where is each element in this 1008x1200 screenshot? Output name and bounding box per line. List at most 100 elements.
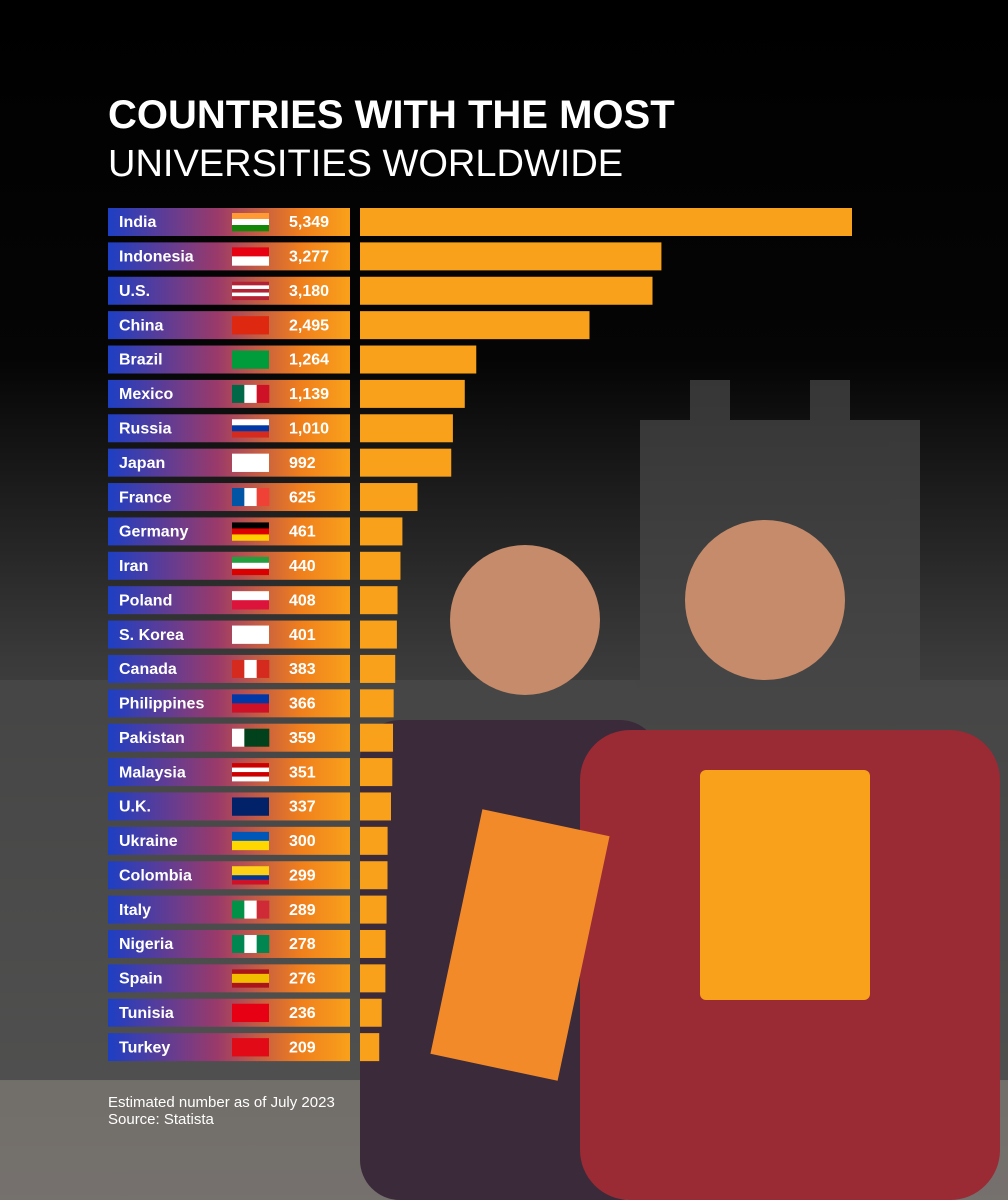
value-label: 408 [289, 592, 316, 609]
flag-stripe [232, 534, 269, 541]
bar [360, 242, 662, 271]
bar [360, 895, 387, 924]
category-label: Pakistan [119, 730, 185, 747]
label-box [108, 1033, 350, 1062]
flag-stripe [232, 292, 269, 297]
flag-stripe [232, 866, 269, 872]
label-box [108, 861, 350, 890]
flag-stripe [244, 488, 257, 507]
bar [360, 654, 396, 683]
flag [232, 1003, 269, 1023]
bar [360, 379, 465, 408]
label-box [108, 551, 350, 580]
flag [232, 591, 269, 610]
bar [360, 620, 397, 649]
value-label: 383 [289, 661, 316, 678]
flag [232, 831, 269, 851]
value-label: 209 [289, 1039, 316, 1056]
flag-stripe [232, 776, 269, 782]
flag-stripe [232, 978, 269, 984]
value-label: 236 [289, 1005, 316, 1022]
flag-stripe [232, 1003, 269, 1023]
label-box [108, 379, 350, 408]
flag [232, 522, 269, 541]
flag [232, 247, 269, 266]
flag-stripe [232, 453, 269, 472]
flag [232, 763, 269, 782]
value-label: 337 [289, 799, 316, 816]
flag-stripe [232, 625, 269, 644]
label-box [108, 654, 350, 683]
flag-stripe [232, 728, 245, 747]
category-label: India [119, 214, 156, 231]
category-label: Philippines [119, 696, 204, 713]
label-box [108, 792, 350, 821]
flag-stripe [232, 568, 269, 576]
value-label: 992 [289, 455, 316, 472]
chart-title: COUNTRIES WITH THE MOST [108, 93, 675, 137]
flag-stripe [232, 488, 245, 507]
bar [360, 345, 477, 374]
flag-stripe [232, 703, 269, 713]
value-label: 366 [289, 696, 316, 713]
label-box [108, 826, 350, 855]
flag-stripe [232, 350, 269, 369]
category-label: France [119, 489, 172, 506]
label-box [108, 311, 350, 340]
label-box [108, 689, 350, 718]
note: Estimated number as of July 2023 [108, 1094, 335, 1111]
value-label: 1,139 [289, 386, 329, 403]
flag-stripe [256, 934, 270, 953]
value-label: 3,180 [289, 283, 329, 300]
flag [232, 316, 269, 335]
flag [232, 728, 270, 747]
flag [232, 934, 270, 953]
flag [232, 1038, 269, 1057]
label-box [108, 758, 350, 787]
source: Source: Statista [108, 1111, 215, 1128]
category-label: Brazil [119, 352, 163, 369]
bar [360, 998, 382, 1027]
bar [360, 792, 391, 821]
flag-stripe [256, 384, 270, 403]
bar [360, 689, 394, 718]
flag-stripe [256, 488, 270, 507]
category-label: Poland [119, 592, 172, 609]
flag-stripe [232, 767, 269, 773]
bar [360, 311, 590, 340]
bar [360, 414, 453, 443]
flag-stripe [232, 934, 245, 953]
label-box [108, 208, 350, 236]
label-box [108, 929, 350, 958]
flag-stripe [232, 875, 269, 881]
flag [232, 350, 269, 369]
value-label: 3,277 [289, 249, 329, 266]
flag [232, 488, 270, 507]
bar [360, 276, 653, 305]
flag [232, 625, 269, 644]
flag-stripe [232, 213, 269, 220]
label-box [108, 723, 350, 752]
bar [360, 551, 401, 580]
flag [232, 866, 269, 885]
flag-stripe [232, 694, 269, 704]
flag-stripe [232, 1038, 269, 1057]
value-label: 1,264 [289, 352, 329, 369]
flag-stripe [244, 900, 257, 919]
flag-stripe [232, 840, 269, 851]
category-label: Spain [119, 971, 163, 988]
category-label: U.K. [119, 799, 151, 816]
label-box [108, 620, 350, 649]
value-label: 289 [289, 902, 316, 919]
bar [360, 964, 386, 993]
value-label: 461 [289, 524, 316, 541]
flag-stripe [232, 831, 269, 842]
flag-stripe [232, 797, 269, 816]
flag-stripe [232, 763, 269, 768]
bar [360, 586, 398, 615]
flag-stripe [232, 256, 269, 266]
flag-stripe [232, 225, 269, 232]
bar [360, 517, 403, 546]
category-label: Germany [119, 524, 188, 541]
